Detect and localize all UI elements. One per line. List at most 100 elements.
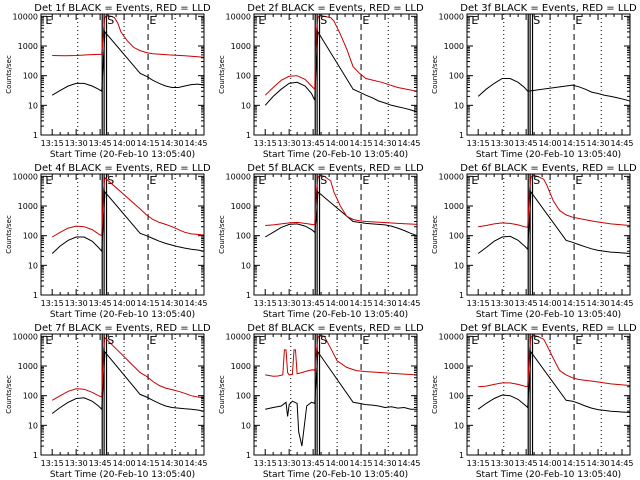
x-tick-label: 13:15: [467, 299, 490, 308]
y-tick-label: 1000: [231, 362, 251, 371]
y-tick-label: 1: [33, 131, 38, 140]
x-tick-label: 13:45: [515, 139, 538, 148]
y-tick-label: 10000: [439, 172, 464, 181]
interval-marker-e: E: [575, 14, 582, 27]
events-series: [264, 30, 417, 113]
y-tick-label: 10000: [13, 12, 38, 21]
x-tick-label: 14:30: [587, 459, 610, 468]
x-tick-label: 13:15: [254, 459, 277, 468]
interval-marker-e: E: [149, 174, 156, 187]
x-tick-label: 14:45: [397, 299, 420, 308]
interval-marker-s: S: [533, 334, 540, 347]
y-axis-label: Counts/sec: [5, 215, 13, 254]
x-tick-label: 13:30: [278, 299, 301, 308]
interval-marker-s: S: [533, 14, 540, 27]
interval-marker-s: S: [107, 334, 114, 347]
x-tick-label: 14:45: [184, 459, 207, 468]
lld-series: [265, 334, 417, 377]
interval-marker-e: E: [45, 14, 52, 27]
events-series: [477, 78, 630, 102]
x-tick-label: 13:30: [491, 459, 514, 468]
x-tick-label: 14:45: [610, 299, 633, 308]
interval-marker-s: S: [533, 174, 540, 187]
x-tick-label: 14:00: [539, 459, 562, 468]
panel-title: Det 4f BLACK = Events, RED = LLD: [34, 163, 211, 174]
interval-marker-e: E: [575, 334, 582, 347]
y-tick-label: 10: [454, 421, 464, 430]
x-tick-label: 13:30: [65, 459, 88, 468]
y-tick-label: 10: [28, 421, 38, 430]
interval-marker-e: E: [575, 174, 582, 187]
x-axis-label: Start Time (20-Feb-10 13:05:40): [263, 310, 408, 320]
plot-frame: [466, 13, 631, 136]
y-tick-label: 100: [449, 392, 464, 401]
y-tick-label: 100: [236, 232, 251, 241]
lld-series: [52, 14, 204, 58]
panel-title: Det 6f BLACK = Events, RED = LLD: [460, 163, 637, 174]
x-tick-label: 14:15: [137, 459, 160, 468]
panel-title: Det 5f BLACK = Events, RED = LLD: [247, 163, 424, 174]
panel-title: Det 9f BLACK = Events, RED = LLD: [460, 323, 637, 334]
x-tick-label: 13:45: [302, 459, 325, 468]
y-tick-label: 1000: [18, 42, 38, 51]
events-series: [264, 190, 417, 238]
x-tick-label: 14:00: [326, 459, 349, 468]
x-tick-label: 13:15: [467, 459, 490, 468]
x-axis-label: Start Time (20-Feb-10 13:05:40): [476, 150, 621, 160]
x-tick-label: 14:45: [610, 459, 633, 468]
x-tick-label: 14:30: [587, 299, 610, 308]
y-axis-label: Counts/sec: [431, 375, 439, 414]
x-tick-label: 14:30: [374, 139, 397, 148]
lld-series: [265, 174, 417, 226]
y-axis-label: Counts/sec: [5, 55, 13, 94]
interval-marker-e: E: [45, 334, 52, 347]
interval-marker-e: E: [45, 174, 52, 187]
x-tick-label: 13:15: [41, 139, 64, 148]
interval-marker-e: E: [258, 334, 265, 347]
x-tick-label: 13:45: [89, 459, 112, 468]
y-tick-label: 100: [449, 232, 464, 241]
x-tick-label: 13:45: [515, 299, 538, 308]
x-tick-label: 14:15: [350, 459, 373, 468]
x-tick-label: 13:30: [278, 459, 301, 468]
x-tick-label: 13:30: [65, 299, 88, 308]
x-tick-label: 14:00: [113, 459, 136, 468]
x-tick-label: 14:15: [563, 139, 586, 148]
y-tick-label: 10000: [226, 332, 251, 341]
x-tick-label: 13:15: [41, 299, 64, 308]
y-axis-label: Counts/sec: [431, 55, 439, 94]
x-tick-label: 14:00: [113, 299, 136, 308]
y-tick-label: 1000: [444, 202, 464, 211]
lld-series: [478, 174, 630, 229]
lld-series: [264, 14, 417, 96]
y-tick-label: 1: [246, 291, 251, 300]
y-tick-label: 100: [236, 392, 251, 401]
x-tick-label: 13:15: [254, 299, 277, 308]
x-tick-label: 14:30: [374, 459, 397, 468]
panel-title: Det 1f BLACK = Events, RED = LLD: [34, 3, 211, 14]
x-tick-label: 14:30: [161, 459, 184, 468]
y-tick-label: 100: [449, 72, 464, 81]
interval-marker-e: E: [471, 14, 478, 27]
x-tick-label: 14:00: [113, 139, 136, 148]
y-tick-label: 100: [23, 232, 38, 241]
y-tick-label: 10: [454, 261, 464, 270]
y-axis-label: Counts/sec: [218, 215, 226, 254]
panel-title: Det 2f BLACK = Events, RED = LLD: [247, 3, 424, 14]
x-tick-label: 14:30: [161, 139, 184, 148]
plot-frame: [253, 333, 418, 456]
y-tick-label: 10: [241, 421, 251, 430]
x-tick-label: 14:00: [326, 299, 349, 308]
x-tick-label: 14:30: [374, 299, 397, 308]
x-axis-label: Start Time (20-Feb-10 13:05:40): [263, 150, 408, 160]
y-tick-label: 1: [459, 131, 464, 140]
x-tick-label: 14:15: [563, 459, 586, 468]
x-tick-label: 13:15: [254, 139, 277, 148]
events-series: [265, 350, 417, 447]
